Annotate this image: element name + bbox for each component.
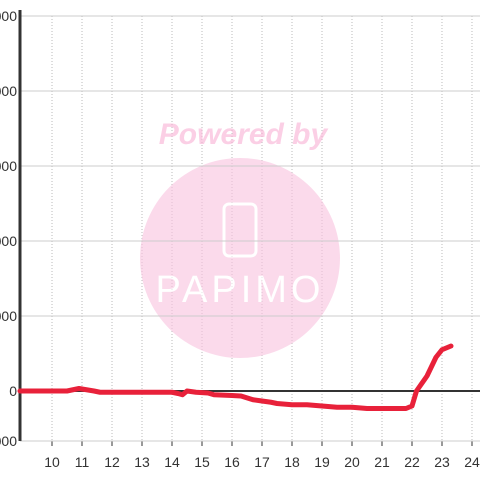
x-tick-label: 13	[134, 454, 150, 470]
watermark: Powered by PAPIMO	[140, 118, 340, 358]
x-tick-label: 15	[194, 454, 210, 470]
x-tick-label: 20	[344, 454, 360, 470]
x-tick-label: 18	[284, 454, 300, 470]
y-tick-label: 0	[9, 383, 17, 399]
y-tick-label: 120,000	[0, 83, 17, 99]
y-tick-label: 30,000	[0, 308, 17, 324]
x-tick-label: 19	[314, 454, 330, 470]
y-tick-label: 150,000	[0, 8, 17, 24]
x-tick-label: 10	[44, 454, 60, 470]
x-tick-label: 12	[104, 454, 120, 470]
data-line	[17, 343, 454, 411]
x-tick-label: 17	[254, 454, 270, 470]
x-tick-label: 11	[75, 454, 90, 470]
watermark-logo: PAPIMO	[156, 269, 325, 311]
y-tick-label: 90,000	[0, 158, 17, 174]
watermark-text: Powered by	[159, 118, 329, 151]
x-tick-label: 23	[434, 454, 450, 470]
x-tick-label: 14	[164, 454, 180, 470]
watermark-circle	[140, 158, 340, 358]
x-tick-label: 21	[374, 454, 390, 470]
y-tick-label: -20,000	[0, 433, 17, 449]
x-tick-label: 24	[464, 454, 480, 470]
x-tick-label: 22	[404, 454, 420, 470]
watermark-phone	[222, 202, 258, 258]
x-tick-label: 16	[224, 454, 240, 470]
y-tick-label: 60,000	[0, 233, 17, 249]
